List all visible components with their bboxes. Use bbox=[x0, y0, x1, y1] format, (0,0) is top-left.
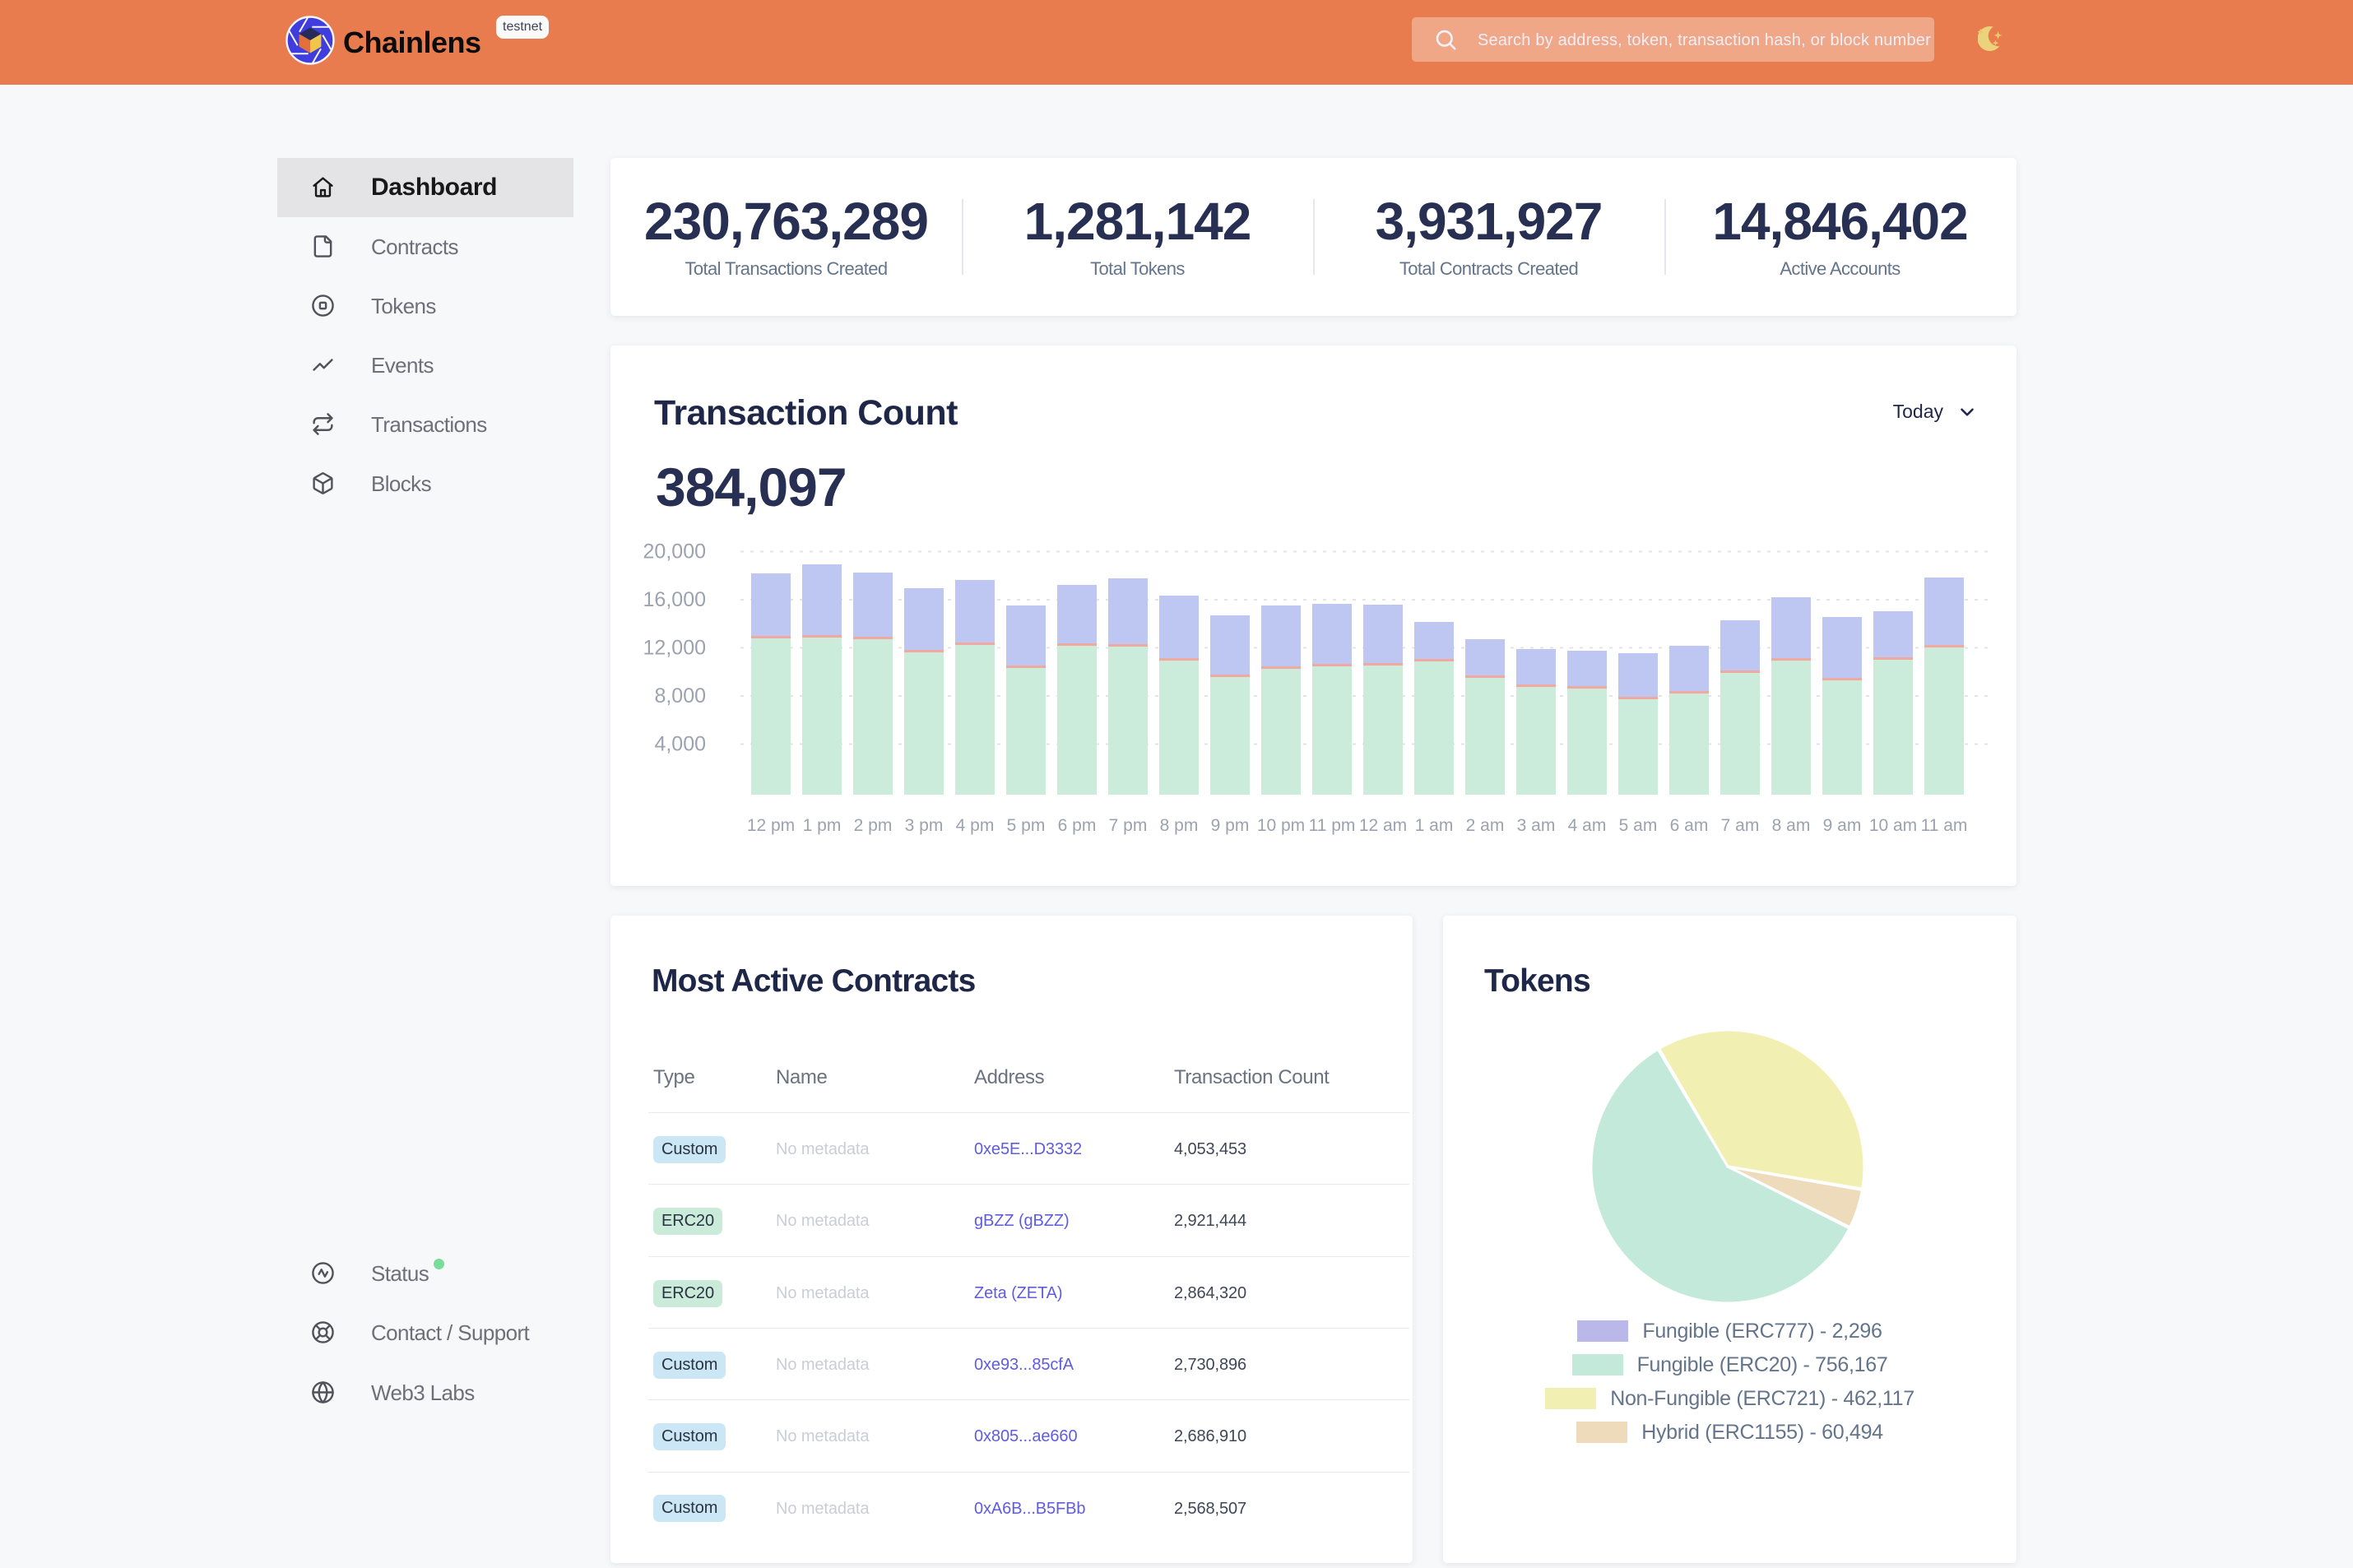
svg-text:8 am: 8 am bbox=[1772, 816, 1811, 835]
svg-text:7 am: 7 am bbox=[1721, 816, 1760, 835]
svg-text:10 pm: 10 pm bbox=[1257, 816, 1305, 835]
svg-text:5 pm: 5 pm bbox=[1007, 816, 1046, 835]
svg-text:12,000: 12,000 bbox=[643, 637, 706, 660]
svg-text:5 am: 5 am bbox=[1619, 816, 1658, 835]
svg-text:6 am: 6 am bbox=[1670, 816, 1709, 835]
svg-text:6 pm: 6 pm bbox=[1058, 816, 1097, 835]
svg-text:12 pm: 12 pm bbox=[747, 816, 795, 835]
svg-text:1 pm: 1 pm bbox=[803, 816, 842, 835]
svg-text:11 pm: 11 pm bbox=[1309, 816, 1356, 835]
svg-text:7 pm: 7 pm bbox=[1109, 816, 1148, 835]
svg-text:1 am: 1 am bbox=[1415, 816, 1454, 835]
svg-text:10 am: 10 am bbox=[1869, 816, 1917, 835]
svg-text:4,000: 4,000 bbox=[654, 733, 706, 756]
svg-text:2 am: 2 am bbox=[1466, 816, 1505, 835]
svg-text:4 am: 4 am bbox=[1568, 816, 1607, 835]
svg-text:9 pm: 9 pm bbox=[1211, 816, 1250, 835]
svg-text:3 am: 3 am bbox=[1517, 816, 1556, 835]
svg-text:8 pm: 8 pm bbox=[1160, 816, 1199, 835]
svg-text:3 pm: 3 pm bbox=[905, 816, 944, 835]
svg-text:4 pm: 4 pm bbox=[956, 816, 995, 835]
svg-text:8,000: 8,000 bbox=[654, 684, 706, 707]
svg-text:20,000: 20,000 bbox=[643, 540, 706, 564]
svg-text:16,000: 16,000 bbox=[643, 588, 706, 611]
svg-text:12 am: 12 am bbox=[1359, 816, 1407, 835]
svg-text:9 am: 9 am bbox=[1823, 816, 1862, 835]
svg-text:11 am: 11 am bbox=[1921, 816, 1968, 835]
svg-text:2 pm: 2 pm bbox=[854, 816, 893, 835]
